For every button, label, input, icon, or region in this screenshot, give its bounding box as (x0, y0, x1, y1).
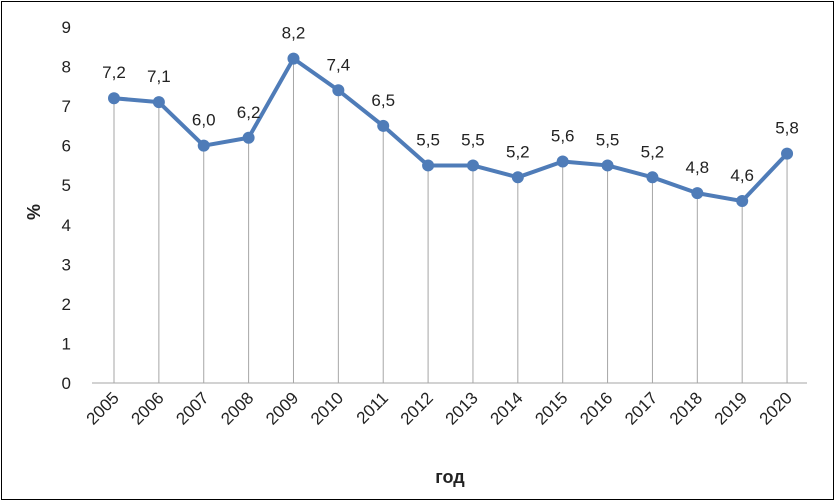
drop-lines (113, 58, 788, 383)
x-tick-label: 2012 (397, 388, 437, 428)
data-point (646, 171, 659, 184)
data-point (736, 195, 749, 208)
data-point (377, 119, 390, 132)
data-point (287, 52, 300, 65)
x-tick-label: 2006 (128, 388, 168, 428)
data-point (152, 96, 165, 109)
data-labels: 7,2 7,1 6,0 6,2 8,2 7,4 6,5 5,5 5,5 5,2 5,6 5,5 5,2 4… (102, 24, 799, 185)
data-point (556, 155, 569, 168)
data-point (197, 139, 210, 152)
y-tick-label: 2 (62, 295, 71, 314)
data-label: 4,8 (685, 158, 709, 177)
series (108, 52, 794, 208)
x-tick-label: 2010 (307, 388, 347, 428)
data-label: 6,5 (371, 91, 395, 110)
y-tick-label: 3 (62, 255, 71, 274)
x-tick-label: 2017 (621, 388, 661, 428)
series-line (112, 56, 790, 204)
data-point (466, 159, 479, 172)
x-tick-label: 2005 (83, 388, 123, 428)
data-point (691, 187, 704, 200)
x-tick-label: 2019 (711, 388, 751, 428)
x-tick-labels: 2005 2006 2007 2008 2009 2010 2011 2012 2013 2014… (83, 388, 796, 428)
data-point (511, 171, 524, 184)
data-label: 4,6 (730, 166, 754, 185)
x-tick-label: 2020 (756, 388, 796, 428)
x-tick-label: 2016 (576, 388, 616, 428)
data-label: 6,0 (192, 111, 216, 130)
data-label: 5,2 (506, 142, 530, 161)
y-axis-title: % (24, 204, 44, 220)
data-label: 5,5 (596, 130, 620, 149)
data-point (781, 147, 794, 160)
y-tick-label: 8 (62, 58, 71, 77)
y-tick-label: 4 (62, 216, 71, 235)
data-point (601, 159, 614, 172)
data-point (108, 92, 120, 105)
x-tick-label: 2007 (172, 388, 212, 428)
data-label: 5,6 (551, 126, 575, 145)
y-tick-label: 0 (62, 374, 71, 393)
data-label: 6,2 (237, 103, 261, 122)
data-label: 8,2 (282, 24, 306, 43)
data-point (242, 131, 255, 144)
data-point (422, 159, 435, 172)
x-tick-label: 2018 (666, 388, 706, 428)
y-tick-label: 1 (62, 334, 71, 353)
x-tick-label: 2014 (486, 388, 526, 428)
data-label: 5,5 (461, 130, 485, 149)
data-label: 5,5 (416, 130, 440, 149)
data-label: 7,4 (327, 55, 351, 74)
y-tick-label: 7 (62, 97, 71, 116)
x-tick-label: 2015 (531, 388, 571, 428)
x-tick-label: 2013 (442, 388, 482, 428)
x-tick-label: 2011 (353, 388, 392, 427)
y-tick-label: 5 (62, 176, 71, 195)
data-label: 7,1 (147, 67, 171, 86)
data-point (332, 84, 345, 97)
data-label: 5,2 (641, 142, 665, 161)
x-tick-label: 2008 (217, 388, 257, 428)
y-tick-label: 9 (62, 18, 71, 37)
y-tick-label: 6 (62, 137, 71, 156)
data-label: 7,2 (102, 63, 126, 82)
y-tick-labels: 0 1 2 3 4 5 6 7 8 9 (62, 18, 71, 393)
x-axis-title: год (435, 467, 465, 487)
data-label: 5,8 (775, 119, 799, 138)
x-tick-label: 2009 (262, 388, 302, 428)
